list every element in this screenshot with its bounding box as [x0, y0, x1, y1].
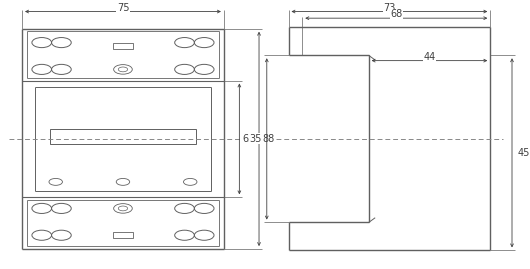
Bar	[49, 129, 197, 144]
Text: 35: 35	[249, 134, 262, 144]
Text: 88: 88	[262, 134, 275, 144]
Text: 68: 68	[390, 9, 402, 19]
Text: 44: 44	[423, 52, 436, 62]
Text: 73: 73	[383, 2, 395, 13]
Text: 75: 75	[117, 2, 129, 13]
Bar	[113, 43, 133, 49]
Bar	[113, 232, 133, 238]
Text: 63: 63	[243, 134, 255, 144]
Text: 45: 45	[517, 148, 529, 158]
